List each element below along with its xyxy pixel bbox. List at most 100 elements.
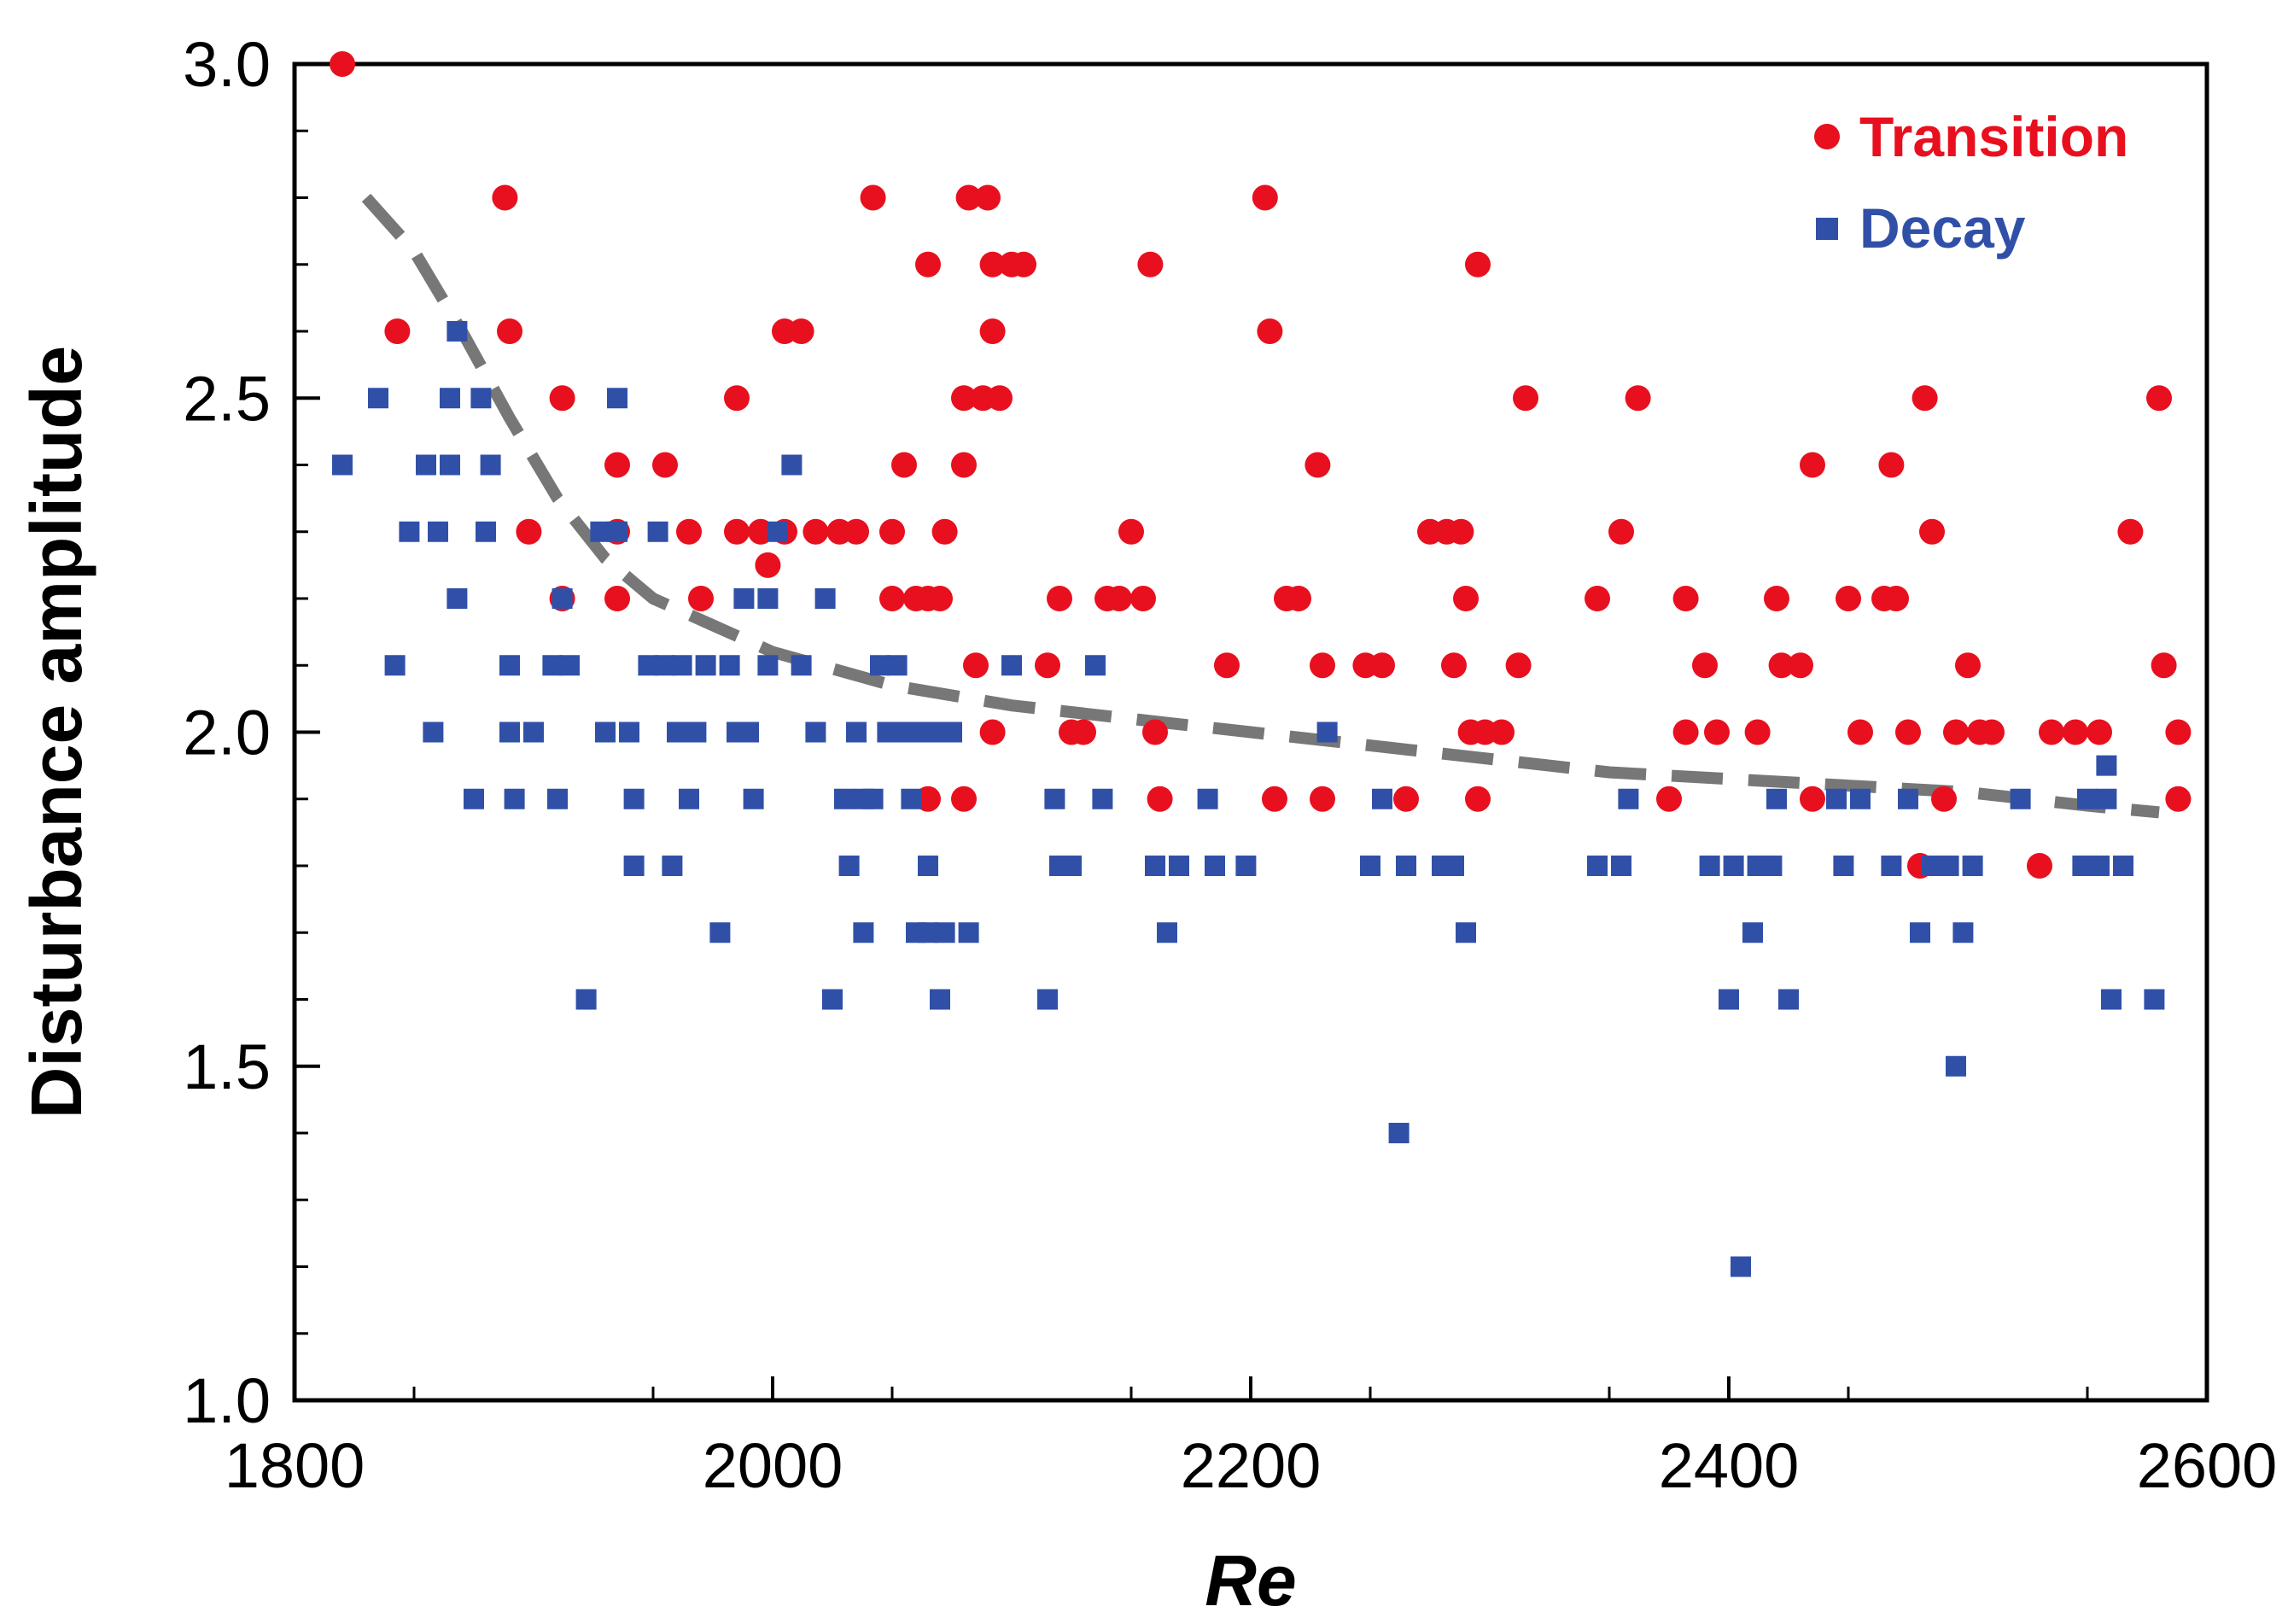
transition-point xyxy=(979,719,1006,745)
transition-point xyxy=(955,184,982,211)
decay-point xyxy=(738,721,759,743)
decay-point xyxy=(886,655,908,676)
transition-point xyxy=(1252,184,1278,211)
transition-point xyxy=(1286,586,1311,611)
transition-point xyxy=(1047,586,1072,611)
decay-point xyxy=(559,655,580,676)
decay-point xyxy=(2096,788,2117,809)
decay-point xyxy=(1197,788,1218,809)
decay-point xyxy=(2089,856,2110,876)
transition-point xyxy=(1878,452,1905,478)
decay-point xyxy=(384,655,406,676)
decay-point xyxy=(499,721,520,743)
transition-point xyxy=(1704,719,1730,745)
transition-point xyxy=(676,518,702,545)
transition-point xyxy=(1955,652,1981,679)
transition-point xyxy=(652,452,678,478)
transition-point xyxy=(931,518,958,545)
decay-point xyxy=(470,388,492,409)
decay-point xyxy=(523,721,544,743)
decay-point xyxy=(709,922,731,943)
transition-point xyxy=(803,518,829,545)
decay-point xyxy=(423,721,444,743)
x-tick-label: 2200 xyxy=(1181,1430,1322,1501)
transition-point xyxy=(1505,652,1532,679)
transition-point xyxy=(1393,786,1419,812)
decay-point xyxy=(552,588,573,609)
legend-decay-marker xyxy=(1816,218,1838,240)
legend-decay-label: Decay xyxy=(1859,196,2026,260)
decay-point xyxy=(1205,856,1225,876)
transition-point xyxy=(1800,452,1825,478)
legend-transition-label: Transition xyxy=(1859,105,2128,168)
fit-curve-layer xyxy=(361,193,2160,819)
decay-points xyxy=(332,321,2165,1277)
decay-point xyxy=(1833,856,1854,876)
transition-point xyxy=(2117,518,2144,545)
decay-point xyxy=(1444,856,1464,876)
decay-point xyxy=(671,655,692,676)
transition-point xyxy=(1585,586,1610,611)
transition-point xyxy=(1847,719,1873,745)
decay-point xyxy=(1092,788,1113,809)
transition-point xyxy=(1764,586,1789,611)
x-tick-label: 2600 xyxy=(2137,1430,2278,1501)
decay-point xyxy=(1316,721,1338,743)
transition-point xyxy=(1118,518,1144,545)
transition-point xyxy=(987,385,1013,412)
transition-point xyxy=(879,586,905,611)
decay-point xyxy=(1761,856,1783,876)
transition-point xyxy=(1035,652,1060,679)
transition-point xyxy=(1011,251,1036,277)
transition-point xyxy=(1943,719,1969,745)
transition-point xyxy=(688,586,714,611)
decay-point xyxy=(2101,989,2122,1010)
decay-point xyxy=(1611,856,1631,876)
decay-point xyxy=(1085,655,1106,676)
decay-point xyxy=(464,788,484,809)
decay-point xyxy=(547,788,568,809)
transition-point xyxy=(1800,786,1825,812)
decay-point xyxy=(2010,788,2031,809)
transition-point xyxy=(604,586,630,611)
transition-point xyxy=(979,318,1006,344)
transition-point xyxy=(975,184,1001,211)
decay-point xyxy=(757,588,779,609)
decay-point xyxy=(1587,856,1608,876)
transition-point xyxy=(915,251,941,277)
decay-point xyxy=(1850,788,1871,809)
transition-point xyxy=(951,452,977,478)
transition-point xyxy=(1465,251,1491,277)
transition-point xyxy=(1257,318,1283,344)
decay-point xyxy=(428,521,448,542)
transition-point xyxy=(1625,385,1651,412)
decay-point xyxy=(1881,856,1902,876)
decay-point xyxy=(1235,856,1257,876)
decay-point xyxy=(440,454,460,476)
transition-point xyxy=(1071,719,1096,745)
transition-point xyxy=(1919,518,1945,545)
transition-point xyxy=(860,184,886,211)
decay-point xyxy=(476,521,496,542)
transition-point xyxy=(1692,652,1718,679)
axis-ticks: 1800 2000 2200 2400 2600 1.0 1.5 2.0 2.5 3.0 xyxy=(183,29,2277,1501)
decay-point xyxy=(1952,922,1974,943)
transition-point xyxy=(1912,385,1938,412)
transition-point xyxy=(1979,719,2005,745)
decay-point xyxy=(1723,856,1744,876)
transition-point xyxy=(979,251,1006,277)
transition-point xyxy=(492,184,518,211)
decay-point xyxy=(1157,922,1177,943)
decay-point xyxy=(791,655,812,676)
decay-point xyxy=(1145,856,1165,876)
legend: Transition Decay xyxy=(1814,105,2128,260)
transition-point xyxy=(927,586,953,611)
transition-point xyxy=(1142,719,1168,745)
decay-point xyxy=(814,588,836,609)
transition-point xyxy=(1310,786,1335,812)
decay-point xyxy=(834,788,855,809)
transition-point xyxy=(1310,652,1335,679)
x-axis-title: Re xyxy=(1205,1540,1296,1621)
transition-point xyxy=(748,518,773,545)
transition-point xyxy=(963,652,989,679)
